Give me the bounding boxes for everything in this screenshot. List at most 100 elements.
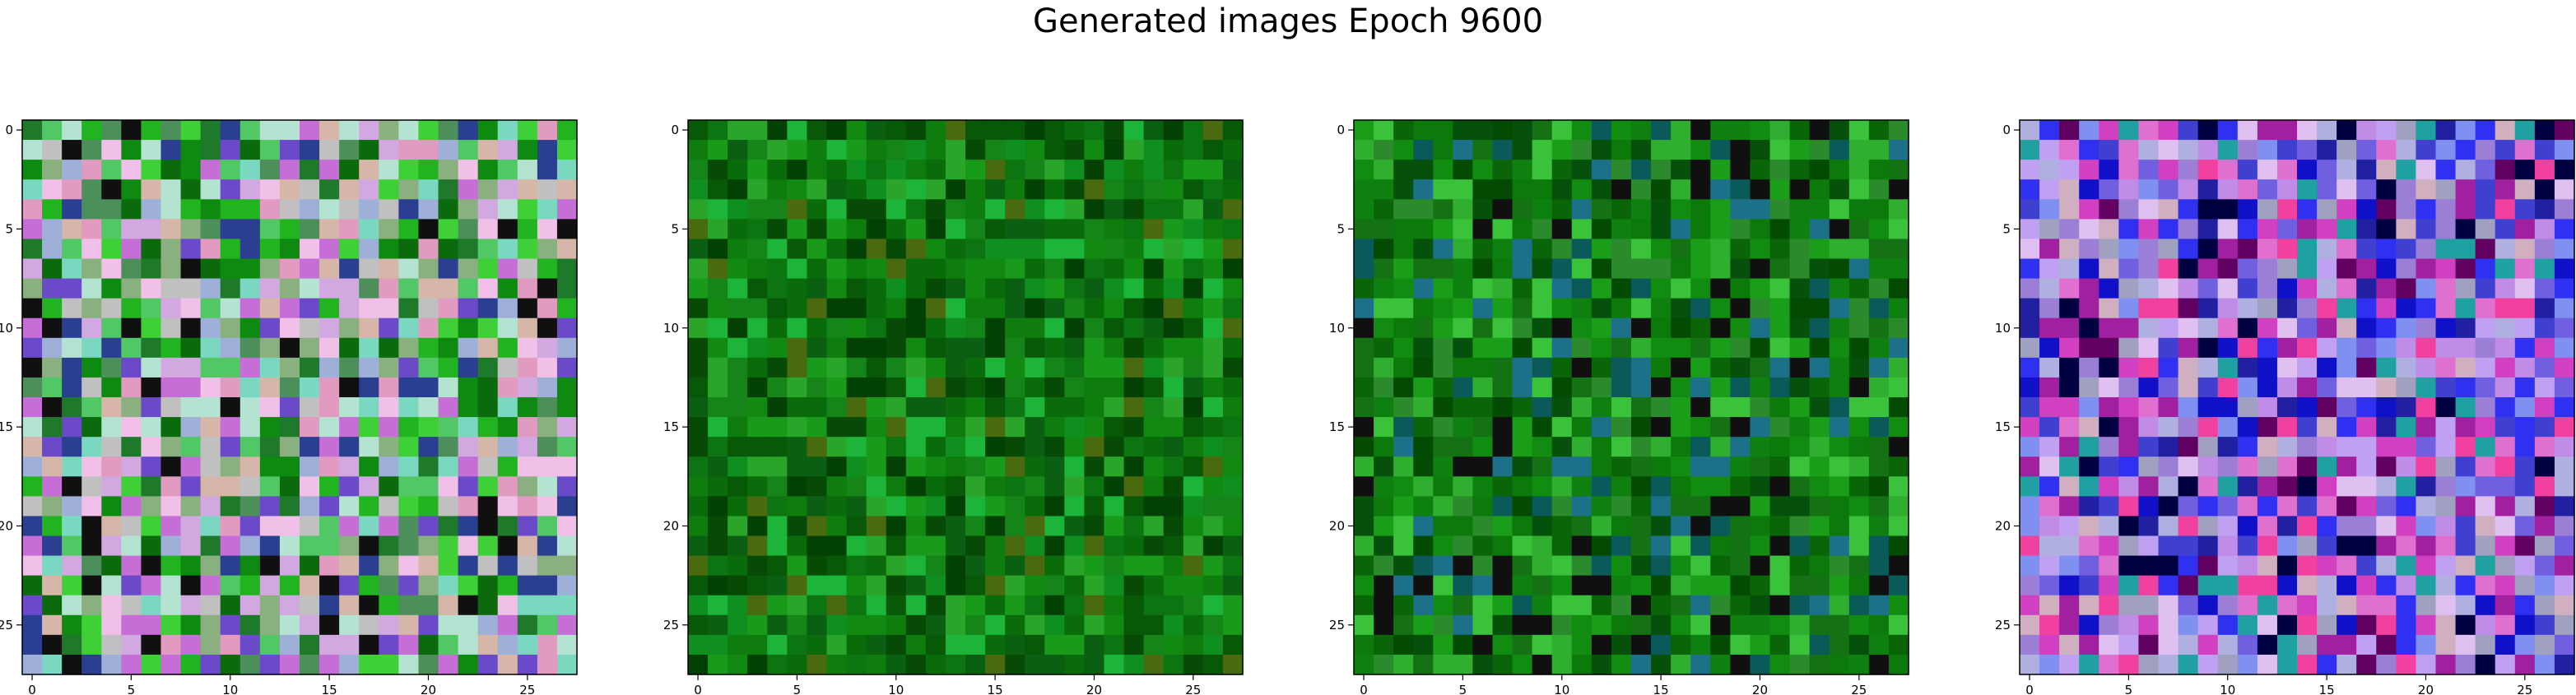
pixel-cell — [458, 219, 479, 240]
pixel-cell — [886, 417, 907, 438]
pixel-cell — [2317, 357, 2337, 378]
pixel-cell — [2158, 179, 2179, 200]
pixel-cell — [688, 337, 709, 359]
pixel-cell — [2455, 160, 2476, 180]
pixel-cell — [2197, 160, 2219, 180]
pixel-cell — [2079, 614, 2099, 636]
pixel-cell — [1044, 199, 1065, 220]
pixel-cell — [101, 397, 122, 418]
pixel-cell — [1163, 219, 1184, 240]
pixel-cell — [747, 595, 768, 616]
pixel-cell — [1690, 357, 1711, 378]
pixel-cell — [787, 614, 808, 636]
pixel-cell — [42, 634, 63, 656]
pixel-cell — [2178, 298, 2199, 319]
pixel-cell — [319, 258, 340, 280]
pixel-cell — [965, 496, 986, 517]
pixel-cell — [2356, 654, 2377, 675]
pixel-cell — [1044, 337, 1065, 359]
pixel-cell — [1084, 575, 1105, 596]
pixel-cell — [259, 555, 281, 577]
pixel-cell — [2396, 595, 2417, 616]
pixel-cell — [319, 219, 340, 240]
pixel-cell — [728, 595, 748, 616]
pixel-cell — [826, 258, 848, 280]
pixel-cell — [458, 317, 479, 339]
pixel-cell — [1848, 337, 1870, 359]
pixel-cell — [1809, 535, 1830, 557]
pixel-cell — [339, 654, 360, 675]
pixel-cell — [1393, 120, 1414, 141]
pixel-cell — [1202, 298, 1224, 319]
pixel-cell — [300, 437, 320, 457]
pixel-cell — [1888, 377, 1909, 398]
pixel-cell — [359, 654, 379, 675]
pixel-cell — [1492, 219, 1514, 240]
pixel-cell — [1433, 535, 1453, 557]
pixel-cell — [708, 614, 728, 636]
pixel-cell — [2158, 595, 2179, 616]
pixel-cell — [556, 654, 578, 675]
pixel-cell — [945, 298, 966, 319]
pixel-cell — [62, 456, 82, 477]
pixel-cell — [418, 278, 439, 299]
pixel-cell — [1750, 496, 1771, 517]
pixel-cell — [2079, 654, 2099, 675]
pixel-cell — [497, 179, 518, 200]
pixel-cell — [279, 199, 300, 220]
pixel-cell — [826, 476, 848, 497]
pixel-cell — [458, 377, 479, 398]
pixel-cell — [1064, 120, 1086, 141]
pixel-cell — [1143, 160, 1165, 180]
pixel-cell — [1611, 634, 1632, 656]
pixel-cell — [1104, 535, 1125, 557]
pixel-cell — [747, 417, 768, 438]
pixel-cell — [398, 634, 420, 656]
pixel-cell — [1433, 337, 1453, 359]
pixel-cell — [1631, 337, 1652, 359]
pixel-cell — [2297, 337, 2318, 359]
pixel-cell — [379, 219, 399, 240]
pixel-cell — [2534, 298, 2555, 319]
pixel-cell — [1829, 555, 1850, 577]
pixel-cell — [1888, 239, 1909, 260]
pixel-cell — [1750, 377, 1771, 398]
pixel-cell — [160, 199, 182, 220]
pixel-cell — [1888, 614, 1909, 636]
pixel-cell — [2039, 417, 2060, 438]
pixel-cell — [200, 140, 221, 160]
pixel-cell — [1104, 456, 1125, 477]
pixel-cell — [1104, 377, 1125, 398]
pixel-cell — [2178, 417, 2199, 438]
pixel-cell — [2416, 377, 2437, 398]
pixel-cell — [905, 219, 927, 240]
pixel-cell — [2276, 417, 2298, 438]
pixel-cell — [2495, 219, 2516, 240]
pixel-cell — [2396, 417, 2417, 438]
pixel-cell — [1413, 258, 1434, 280]
pixel-cell — [1222, 160, 1244, 180]
pixel-cell — [1651, 278, 1672, 299]
pixel-cell — [1084, 298, 1105, 319]
pixel-cell — [1848, 377, 1870, 398]
pixel-cell — [2158, 476, 2179, 497]
pixel-cell — [2079, 179, 2099, 200]
pixel-cell — [708, 199, 728, 220]
pixel-cell — [2197, 219, 2219, 240]
pixel-cell — [708, 120, 728, 141]
pixel-cell — [121, 239, 142, 260]
pixel-cell — [2356, 219, 2377, 240]
pixel-cell — [1769, 575, 1791, 596]
pixel-cell — [1671, 417, 1691, 438]
pixel-cell — [517, 357, 538, 378]
pixel-cell — [846, 160, 867, 180]
pixel-cell — [62, 239, 82, 260]
pixel-cell — [1104, 160, 1125, 180]
pixel-cell — [905, 595, 927, 616]
pixel-cell — [2356, 535, 2377, 557]
pixel-cell — [965, 219, 986, 240]
pixel-cell — [1769, 120, 1791, 141]
pixel-cell — [807, 179, 828, 200]
pixel-cell — [1769, 595, 1791, 616]
